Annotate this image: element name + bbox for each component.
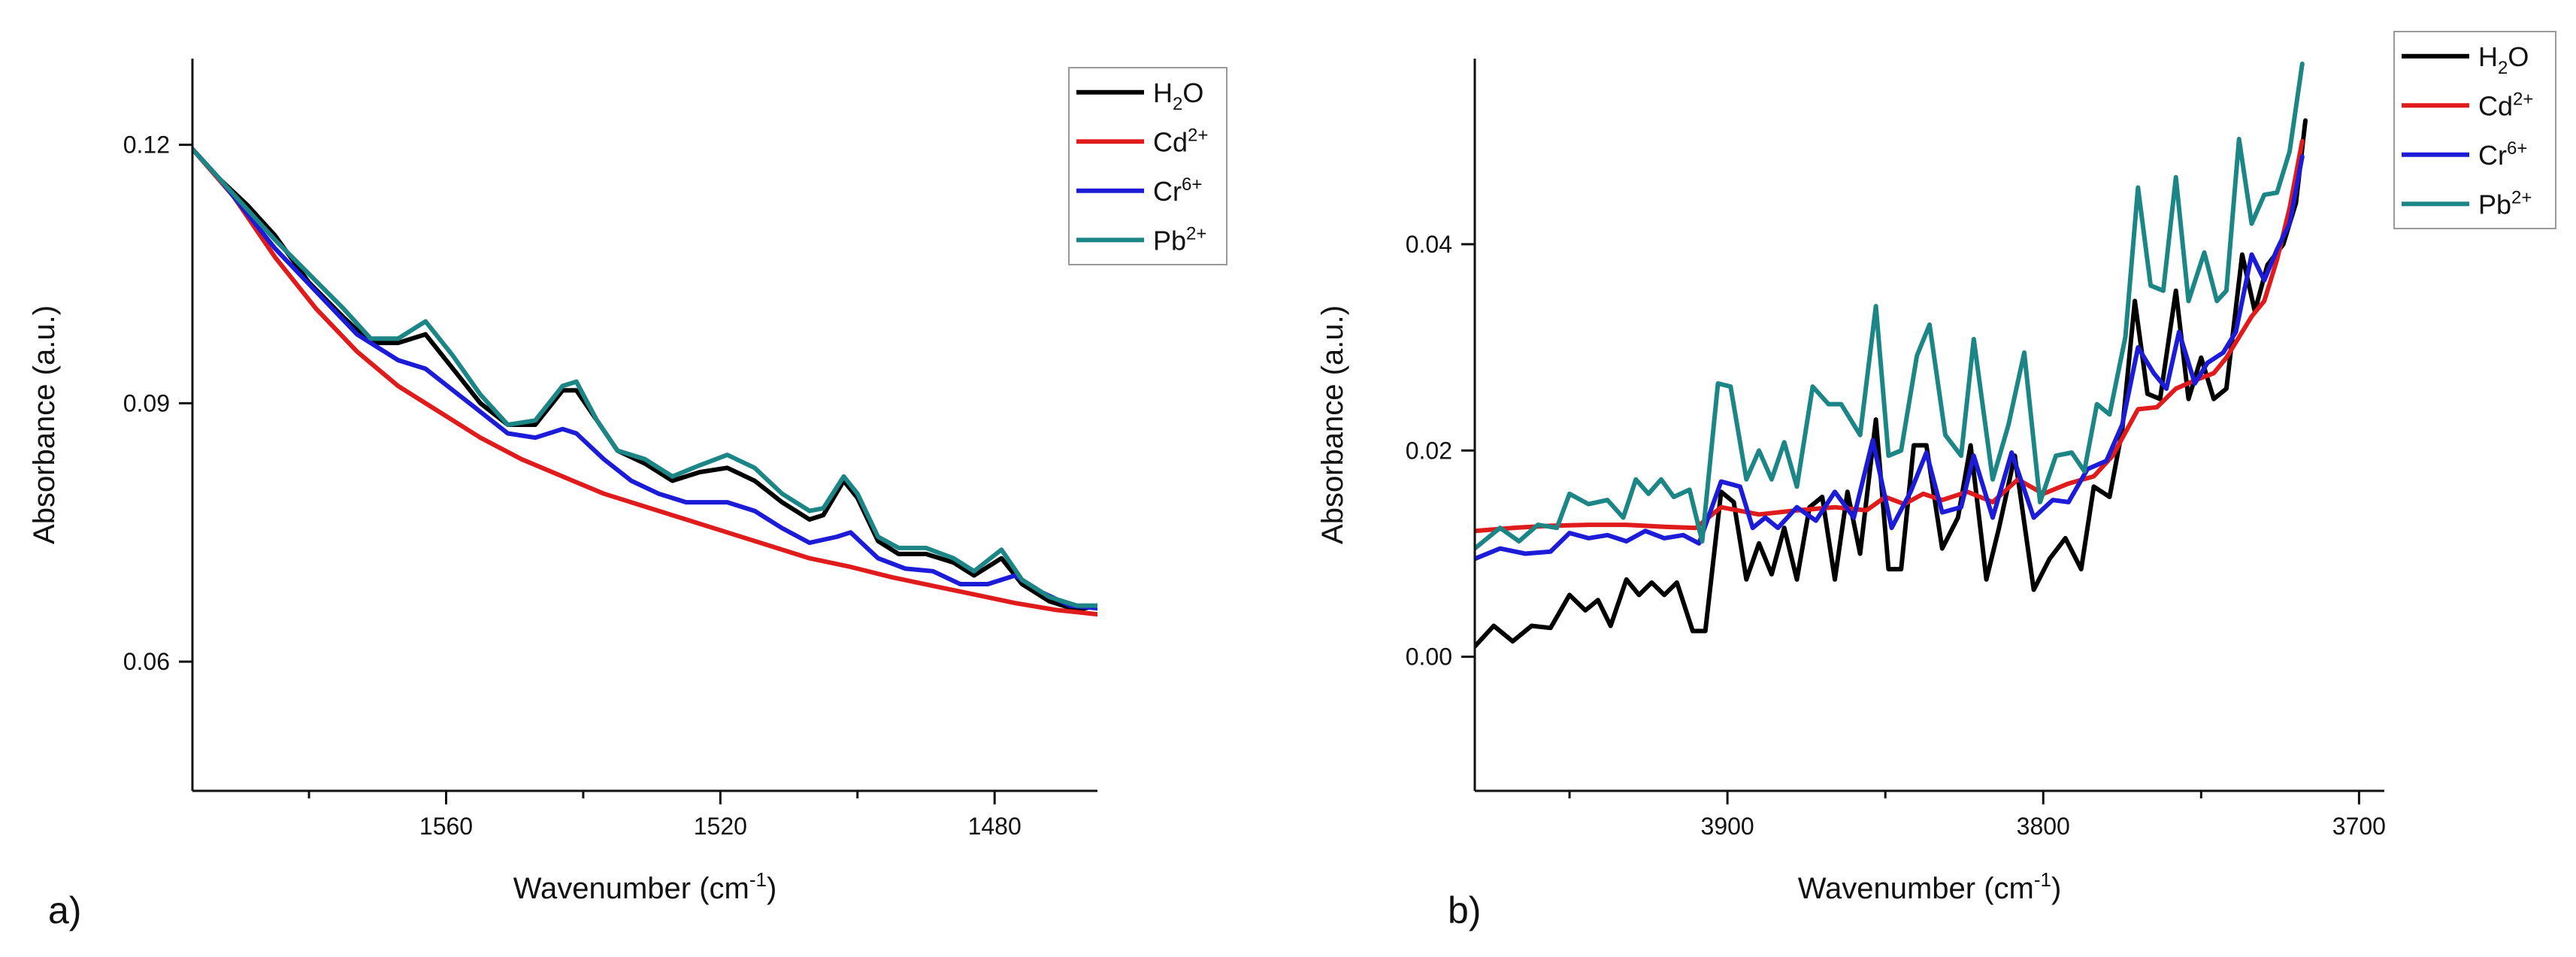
- panel-b-y-tick-label-0: 0.00: [1406, 644, 1452, 671]
- panel-b-y-tick-label-1: 0.02: [1406, 437, 1452, 464]
- panel-b-series-line-1: [1475, 138, 2305, 534]
- panel-b-y-tick-label-2: 0.04: [1406, 231, 1452, 258]
- panel-b-legend-box: [2393, 31, 2556, 229]
- panel-b-chart: 3900 3800 3700 0.00 0.02 0.04 Wavenumber (cm-1…: [1316, 31, 2556, 931]
- panel-b-legend-label-sup-1: 2+: [2513, 89, 2533, 109]
- panel-b-legend-label-base-0: H: [2478, 41, 2498, 72]
- panel-b-legend-label-1: Cd2+: [2478, 89, 2533, 121]
- panel-b-legend-label-end-0: O: [2508, 41, 2529, 72]
- panel-a-series-line-3: [192, 147, 1097, 608]
- panel-a-legend-label-base-3: Pb: [1153, 225, 1186, 256]
- panel-a-y-tick-label-1: 0.09: [123, 389, 170, 416]
- panel-a-x-axis-title: Wavenumber (cm-1): [513, 868, 777, 905]
- panel-b-series-line-2: [1475, 154, 2305, 562]
- panel-b-legend-label-3: Pb2+: [2478, 187, 2532, 220]
- panel-a-x-tick-label-2: 1480: [968, 813, 1022, 840]
- panel-a-legend-label-sup-3: 2+: [1186, 223, 1206, 244]
- panel-b-legend-label-0: H2O: [2478, 41, 2529, 78]
- panel-a-legend-label-sub-0: 2: [1173, 94, 1182, 114]
- panel-b-legend-label-base-1: Cd: [2478, 90, 2513, 121]
- panel-a-series-line-1: [192, 147, 1097, 617]
- panel-b-legend-label-sup-3: 2+: [2511, 187, 2532, 207]
- panel-a-x-axis-title-sup: -1: [749, 868, 767, 891]
- panel-a-x-tick-label-0: 1560: [419, 813, 473, 840]
- panel-b-x-axis-title-end: ): [2051, 872, 2061, 905]
- panel-a-legend-label-end-0: O: [1182, 77, 1203, 108]
- panel-b-x-tick-label-0: 3900: [1701, 813, 1754, 840]
- panel-b-x-tick-label-2: 3700: [2332, 813, 2386, 840]
- panel-b-legend-label-base-3: Pb: [2478, 189, 2511, 220]
- panel-a-legend-label-base-0: H: [1153, 77, 1173, 108]
- panel-a-y-axis-title: Absorbance (a.u.): [28, 305, 61, 544]
- panel-b-panel-label: b): [1448, 889, 1481, 931]
- panel-a-legend-label-2: Cr6+: [1153, 174, 1202, 207]
- panel-a-x-axis-title-end: ): [767, 872, 776, 905]
- panel-a-x-axis-title-main: Wavenumber (cm: [513, 872, 749, 905]
- panel-a-x-tick-label-1: 1520: [694, 813, 747, 840]
- panel-b-legend-label-2: Cr6+: [2478, 138, 2527, 171]
- panel-b-x-axis-title-sup: -1: [2034, 868, 2051, 891]
- panel-a-legend-label-base-2: Cr: [1153, 176, 1182, 207]
- panel-b-legend-label-sup-2: 6+: [2507, 138, 2527, 159]
- panel-a-legend-label-0: H2O: [1153, 77, 1203, 114]
- panel-a-chart: 1560 1520 1480 0.06 0.09 0.12 Wavenumber (cm-1…: [28, 59, 1227, 931]
- panel-a-panel-label: a): [48, 889, 81, 931]
- panel-b-x-tick-label-1: 3800: [2017, 813, 2070, 840]
- panel-b-y-axis-title: Absorbance (a.u.): [1316, 305, 1349, 544]
- panel-b-x-axis-title: Wavenumber (cm-1): [1798, 868, 2062, 905]
- panel-a-legend-label-1: Cd2+: [1153, 125, 1208, 157]
- panel-a-legend-box: [1068, 67, 1227, 265]
- panel-a-legend-label-3: Pb2+: [1153, 223, 1206, 256]
- panel-a-y-tick-label-2: 0.12: [123, 132, 170, 159]
- panel-b-x-axis-title-main: Wavenumber (cm: [1798, 872, 2034, 905]
- panel-a-legend-label-sup-1: 2+: [1188, 125, 1208, 145]
- panel-b-series-line-0: [1475, 118, 2308, 649]
- panel-a-y-tick-label-0: 0.06: [123, 648, 170, 675]
- panel-b-legend-label-sub-0: 2: [2498, 58, 2508, 78]
- panel-b-legend-label-base-2: Cr: [2478, 140, 2507, 171]
- panel-b-series-line-3: [1475, 61, 2305, 551]
- panel-a-legend-label-sup-2: 6+: [1182, 174, 1202, 195]
- panel-a-legend-label-base-1: Cd: [1153, 126, 1188, 157]
